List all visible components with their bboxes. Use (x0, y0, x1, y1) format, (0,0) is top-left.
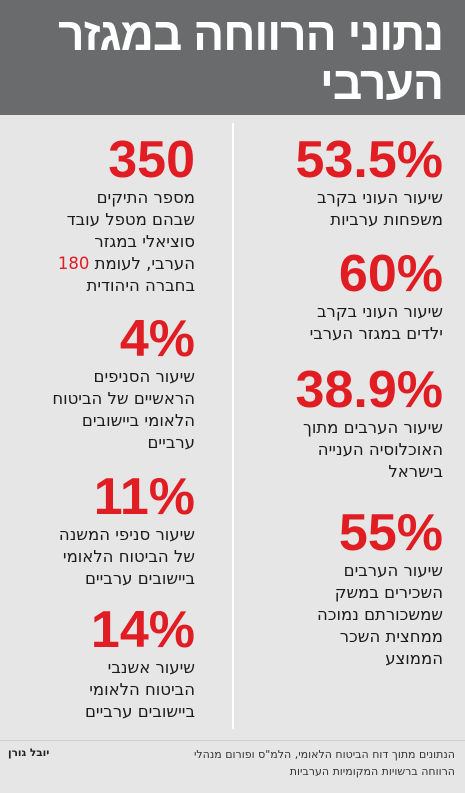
stat-value: 11% (93, 468, 195, 526)
stat-value: 53.5% (295, 131, 443, 189)
stat-social-worker-caseload: 350 מספר התיקים שבהם מטפל עובד סוציאלי ב… (5, 133, 195, 297)
stat-description: שיעור הערבים השכירים במשק שמשכורתם נמוכה… (317, 561, 443, 668)
stat-description: שיעור העוני בקרב משפחות ערביות (316, 188, 443, 229)
stat-low-wage-employees: 55% שיעור הערבים השכירים במשק שמשכורתם נ… (243, 506, 443, 670)
stat-poverty-children: 60% שיעור העוני בקרב ילדים במגזר הערבי (243, 247, 443, 345)
stat-value: 55% (338, 504, 443, 562)
page-title: נתוני הרווחה במגזר הערבי (58, 8, 444, 109)
stat-sub-branches: 11% שיעור סניפי המשנה של הביטוח הלאומי ב… (5, 470, 195, 590)
source-note: הנתונים מתוך דוח הביטוח הלאומי, הלמ"ס ופ… (193, 748, 455, 778)
stat-value: 4% (119, 310, 195, 368)
stat-description: מספר התיקים שבהם מטפל עובד סוציאלי במגזר… (5, 187, 195, 297)
stat-value: 38.9% (295, 361, 443, 419)
stat-description: שיעור הערבים מתוך האוכלוסיה הענייה בישרא… (302, 418, 443, 481)
footer (0, 740, 465, 793)
title-banner: נתוני הרווחה במגזר הערבי (0, 0, 465, 115)
stat-highlight-number: 180 (57, 254, 90, 273)
column-divider (232, 123, 234, 729)
stat-value: 14% (90, 601, 195, 659)
stat-main-branches: 4% שיעור הסניפים הראשיים של הביטוח הלאומ… (5, 312, 195, 454)
stat-poor-population-share: 38.9% שיעור הערבים מתוך האוכלוסיה הענייה… (243, 363, 443, 483)
stat-description: שיעור אשנבי הביטוח הלאומי ביישובים ערביי… (84, 658, 195, 721)
stat-value: 60% (338, 245, 443, 303)
stat-description-end: בחברה היהודית (86, 276, 195, 295)
credit: יובל גורן (8, 747, 50, 759)
stat-poverty-families: 53.5% שיעור העוני בקרב משפחות ערביות (243, 133, 443, 231)
stat-description: שיעור העוני בקרב ילדים במגזר הערבי (309, 302, 443, 343)
stat-description-start: מספר התיקים שבהם מטפל עובד סוציאלי במגזר… (66, 188, 195, 273)
stat-service-windows: 14% שיעור אשנבי הביטוח הלאומי ביישובים ע… (5, 603, 195, 723)
stat-description: שיעור סניפי המשנה של הביטוח הלאומי ביישו… (58, 525, 195, 588)
stat-value: 350 (108, 131, 195, 189)
stat-description: שיעור הסניפים הראשיים של הביטוח הלאומי ב… (52, 367, 195, 452)
